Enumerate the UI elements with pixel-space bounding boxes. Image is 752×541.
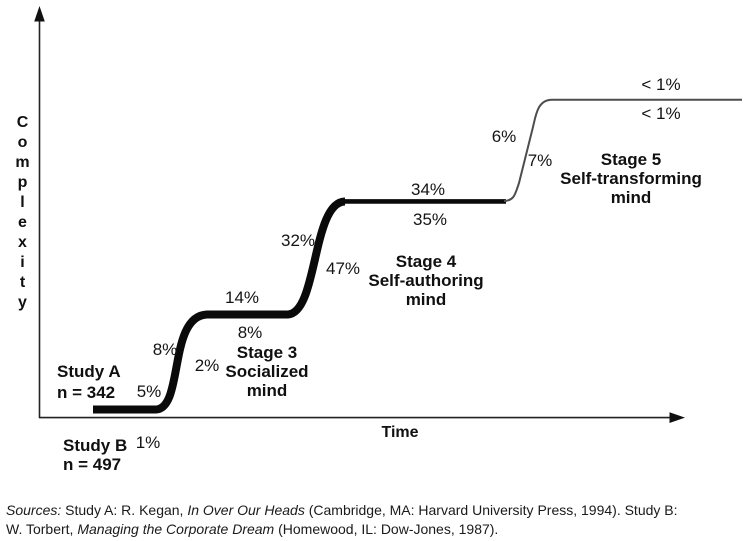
pct-rise-stage5-study-a: 6% xyxy=(491,127,517,146)
sources-study-b-post: (Homewood, IL: Dow-Jones, 1987). xyxy=(274,521,499,537)
sources-study-a-title: In Over Our Heads xyxy=(187,502,305,518)
sources-label: Sources: xyxy=(6,502,62,518)
pct-stage5-plateau-study-a: < 1% xyxy=(641,75,681,94)
sources-line-2: W. Torbert, Managing the Corporate Dream… xyxy=(6,520,750,539)
pct-rise-stage3-study-a: 8% xyxy=(152,340,178,359)
pct-stage4-plateau-study-b: 35% xyxy=(412,210,448,229)
study-a-name: Study A xyxy=(57,362,121,381)
sources-study-b-title: Managing the Corporate Dream xyxy=(77,521,275,537)
pct-stage5-plateau-study-b: < 1% xyxy=(641,104,681,123)
study-a-legend: Study A n = 342 xyxy=(57,361,121,403)
sources-line-1: Sources: Study A: R. Kegan, In Over Our … xyxy=(6,501,750,520)
curve-thin-segment xyxy=(503,98,742,202)
stage5-mind-line1: Self-transforming xyxy=(560,169,702,188)
sources-study-a-post: (Cambridge, MA: Harvard University Press… xyxy=(304,502,678,518)
x-axis-label: Time xyxy=(381,424,419,441)
stage4-mind-line1: Self-authoring xyxy=(368,271,484,290)
pct-stage3-plateau-study-a: 14% xyxy=(224,288,260,307)
y-axis-label: Complexity xyxy=(14,114,31,314)
pct-below-stage3-study-a: 5% xyxy=(136,382,162,401)
study-b-legend: Study B n = 497 xyxy=(63,436,127,474)
pct-rise-stage4-study-b: 47% xyxy=(325,259,361,278)
study-b-n: n = 497 xyxy=(63,455,122,474)
stage3-mind-line1: Socialized xyxy=(225,362,309,381)
stage4-label: Stage 4 Self-authoring mind xyxy=(368,252,483,309)
stage5-mind-line2: mind xyxy=(610,188,652,207)
pct-rise-stage5-study-b: 7% xyxy=(527,151,553,170)
pct-stage3-plateau-study-b: 8% xyxy=(237,323,263,342)
stage5-label: Stage 5 Self-transforming mind xyxy=(560,150,702,207)
pct-rise-stage3-study-b: 2% xyxy=(194,356,220,375)
pct-below-stage3-study-b: 1% xyxy=(135,433,161,452)
sources-footnote: Sources: Study A: R. Kegan, In Over Our … xyxy=(6,501,750,539)
pct-rise-stage4-study-a: 32% xyxy=(280,231,316,250)
stage5-title: Stage 5 xyxy=(600,150,662,169)
sources-study-a-pre: Study A: R. Kegan, xyxy=(61,502,188,518)
study-a-n: n = 342 xyxy=(57,383,116,402)
study-b-name: Study B xyxy=(63,436,128,455)
stage3-label: Stage 3 Socialized mind xyxy=(225,343,308,400)
stage3-title: Stage 3 xyxy=(236,343,298,362)
y-axis-arrowhead-icon xyxy=(34,6,45,22)
stage4-mind-line2: mind xyxy=(405,290,447,309)
x-axis-arrowhead-icon xyxy=(669,412,685,423)
pct-stage4-plateau-study-a: 34% xyxy=(410,180,446,199)
curve-thick-segment xyxy=(93,197,346,414)
stage3-mind-line2: mind xyxy=(246,381,288,400)
stage4-title: Stage 4 xyxy=(395,252,457,271)
sources-study-b-pre: W. Torbert, xyxy=(6,521,78,537)
